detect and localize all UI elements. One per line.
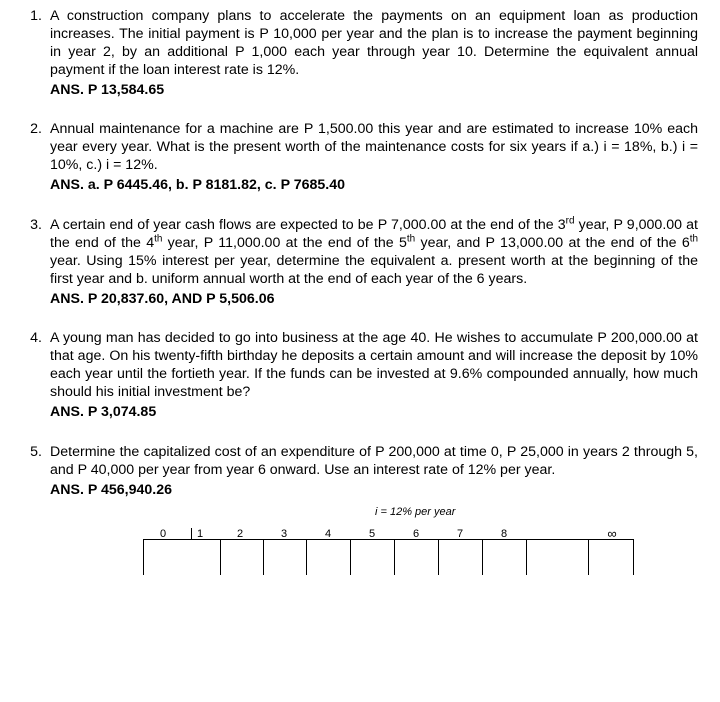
tick-long [526, 539, 527, 575]
problem-body: A certain end of year cash flows are exp… [50, 217, 698, 308]
problem-body: A construction company plans to accelera… [50, 8, 698, 99]
problem-2: 2. Annual maintenance for a machine are … [22, 121, 698, 195]
year-label: 8 [501, 528, 507, 540]
year-label: 1 [197, 528, 203, 540]
timeline-axis-dashed [553, 539, 633, 540]
problem-body: Annual maintenance for a machine are P 1… [50, 121, 698, 195]
tick-long [482, 539, 483, 575]
infinity-label: ∞ [607, 526, 616, 541]
problem-text: Determine the capitalized cost of an exp… [50, 444, 698, 478]
problem-text: A young man has decided to go into busin… [50, 330, 698, 400]
year-label: 7 [457, 528, 463, 540]
problem-number: 3. [22, 217, 50, 308]
tick-long [633, 539, 634, 575]
interest-rate-label: i = 12% per year [375, 506, 455, 518]
year-label: 3 [281, 528, 287, 540]
year-label: 4 [325, 528, 331, 540]
tick-long [143, 539, 144, 575]
problem-answer: ANS. P 13,584.65 [50, 82, 698, 100]
problem-answer: ANS. P 20,837.60, AND P 5,506.06 [50, 291, 698, 309]
problem-text: Annual maintenance for a machine are P 1… [50, 121, 698, 173]
tick-long [263, 539, 264, 575]
problem-answer: ANS. P 3,074.85 [50, 404, 698, 422]
problem-1: 1. A construction company plans to accel… [22, 8, 698, 99]
tick-long [394, 539, 395, 575]
year-label: 6 [413, 528, 419, 540]
year-label: 2 [237, 528, 243, 540]
problem-body: A young man has decided to go into busin… [50, 330, 698, 421]
page: 1. A construction company plans to accel… [0, 0, 720, 584]
problem-body: Determine the capitalized cost of an exp… [50, 444, 698, 500]
cashflow-diagram: i = 12% per year 0 1 2 3 4 5 6 7 8 ∞ [80, 506, 640, 584]
problem-number: 4. [22, 330, 50, 421]
problem-3: 3. A certain end of year cash flows are … [22, 217, 698, 308]
problem-text: A certain end of year cash flows are exp… [50, 217, 698, 287]
tick-long [438, 539, 439, 575]
problem-5: 5. Determine the capitalized cost of an … [22, 444, 698, 500]
year-label: 5 [369, 528, 375, 540]
problem-answer: ANS. P 456,940.26 [50, 482, 698, 500]
year-label: 0 [160, 528, 166, 540]
tick-long [588, 539, 589, 575]
problem-answer: ANS. a. P 6445.46, b. P 8181.82, c. P 76… [50, 177, 698, 195]
problem-number: 5. [22, 444, 50, 500]
problem-text: A construction company plans to accelera… [50, 8, 698, 78]
tick-long [220, 539, 221, 575]
tick-long [306, 539, 307, 575]
problem-number: 2. [22, 121, 50, 195]
tick-long [350, 539, 351, 575]
tick-short [191, 528, 192, 539]
problem-4: 4. A young man has decided to go into bu… [22, 330, 698, 421]
problem-number: 1. [22, 8, 50, 99]
